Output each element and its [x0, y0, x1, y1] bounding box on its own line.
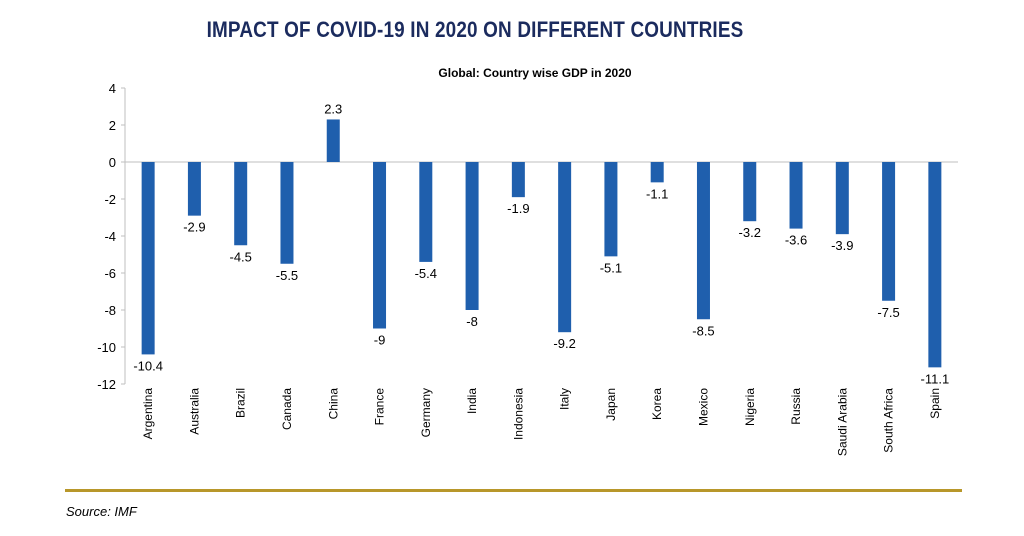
category-labels-group: Argentina Australia Brazil Canada China Franc… [141, 388, 942, 456]
data-label: -5.1 [600, 260, 622, 275]
category-label: Canada [280, 388, 294, 430]
bars-group [141, 119, 942, 368]
category-label: Australia [187, 388, 201, 435]
chart-subtitle: Global: Country wise GDP in 2020 [438, 66, 631, 80]
data-label: -9.2 [553, 336, 575, 351]
bar-russia [789, 162, 803, 229]
data-label: -10.4 [133, 358, 163, 373]
category-label: Russia [789, 388, 803, 425]
source-note: Source: IMF [66, 504, 137, 519]
y-tick-label: -8 [104, 303, 116, 318]
y-tick-label: 0 [109, 155, 116, 170]
y-tick-label: -10 [97, 340, 116, 355]
category-label: Italy [558, 388, 572, 410]
category-label: South Africa [882, 388, 896, 453]
data-label: -1.9 [507, 201, 529, 216]
category-label: Saudi Arabia [835, 388, 849, 456]
bar-canada [280, 162, 294, 264]
category-label: India [465, 388, 479, 414]
data-label: -5.5 [276, 268, 298, 283]
bar-south-africa [882, 162, 896, 301]
data-label: -5.4 [415, 266, 437, 281]
data-label: -3.6 [785, 233, 807, 248]
data-label: -3.9 [831, 238, 853, 253]
y-tick-label: -6 [104, 266, 116, 281]
bar-australia [187, 162, 201, 216]
data-label: -2.9 [183, 220, 205, 235]
bar-japan [604, 162, 618, 257]
data-label: -1.1 [646, 186, 668, 201]
bar-spain [928, 162, 942, 368]
data-label: -11.1 [921, 371, 950, 386]
category-label: Mexico [696, 388, 710, 426]
bar-indonesia [511, 162, 525, 198]
bar-italy [558, 162, 572, 333]
data-label: -8 [466, 314, 478, 329]
bar-france [373, 162, 387, 329]
bar-saudi-arabia [835, 162, 849, 235]
data-labels-group: -10.4 -2.9 -4.5 -5.5 2.3 -9 -5.4 -8 -1.9 -9.2 -5.1… [133, 101, 949, 386]
category-label: China [326, 388, 340, 420]
y-tick-label: -2 [104, 192, 116, 207]
bar-india [465, 162, 479, 310]
category-label: France [373, 388, 387, 426]
data-label: -4.5 [229, 249, 251, 264]
bar-brazil [234, 162, 248, 246]
y-tick-label: -12 [97, 377, 116, 392]
data-label: -8.5 [692, 323, 714, 338]
y-axis: 4 2 0 -2 -4 -6 -8 -10 -12 [97, 81, 958, 392]
data-label: -3.2 [739, 225, 761, 240]
category-label: Indonesia [511, 388, 525, 440]
category-label: Nigeria [743, 388, 757, 426]
data-label: 2.3 [324, 101, 342, 116]
y-tick-label: 2 [109, 118, 116, 133]
category-label: Argentina [141, 388, 155, 440]
bar-germany [419, 162, 433, 262]
page-title: IMPACT OF COVID-19 IN 2020 ON DIFFERENT … [206, 17, 744, 42]
category-label: Germany [419, 388, 433, 437]
bar-chart: Global: Country wise GDP in 2020 4 2 0 -2 -4… [97, 66, 958, 456]
bar-korea [650, 162, 664, 183]
y-tick-label: -4 [104, 229, 116, 244]
footer-rule [65, 489, 962, 492]
category-label: Korea [650, 388, 664, 420]
bar-china [326, 119, 340, 162]
y-tick-label: 4 [109, 81, 116, 96]
category-label: Japan [604, 388, 618, 421]
category-label: Brazil [234, 388, 248, 418]
data-label: -9 [374, 333, 386, 348]
data-label: -7.5 [877, 305, 899, 320]
bar-argentina [141, 162, 155, 355]
bar-nigeria [743, 162, 757, 222]
category-label: Spain [928, 388, 942, 419]
bar-mexico [696, 162, 710, 320]
